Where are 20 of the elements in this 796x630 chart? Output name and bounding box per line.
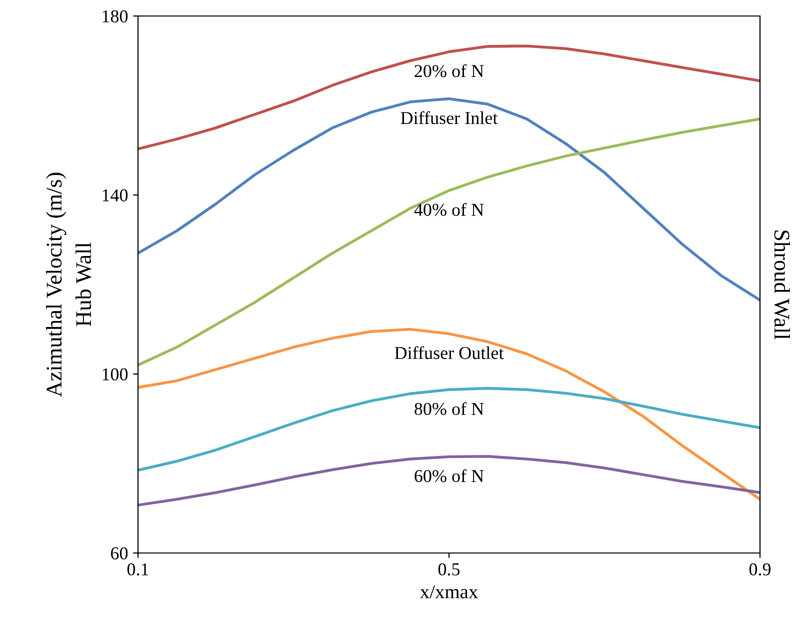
- line-series: [138, 44, 760, 150]
- y-tick-label: 100: [102, 368, 128, 380]
- series-label: 60% of N: [414, 469, 484, 482]
- series-label: 40% of N: [414, 202, 484, 216]
- series-label: Diffuser Inlet: [400, 111, 498, 124]
- y-tick-label: 140: [102, 189, 128, 202]
- y-tick-label: 180: [102, 10, 128, 22]
- line-series: [138, 97, 760, 302]
- series-label: 80% of N: [414, 402, 484, 416]
- y-tick-label: 60: [111, 547, 128, 560]
- line-series: [138, 454, 760, 507]
- text: Shroud Wall: [774, 230, 790, 340]
- series-label: 20% of N: [414, 64, 484, 78]
- x-axis-title: x/xmax: [420, 585, 478, 598]
- x-tick-label: 0.1: [127, 563, 148, 576]
- x-tick-label: 0.9: [749, 563, 771, 576]
- line-series: [138, 328, 760, 501]
- x-tick-label: 0.5: [438, 563, 460, 576]
- series-label: Diffuser Outlet: [394, 346, 504, 360]
- y-axis-title: Azimuthal Velocity (m/s) Hub Wall: [46, 172, 92, 398]
